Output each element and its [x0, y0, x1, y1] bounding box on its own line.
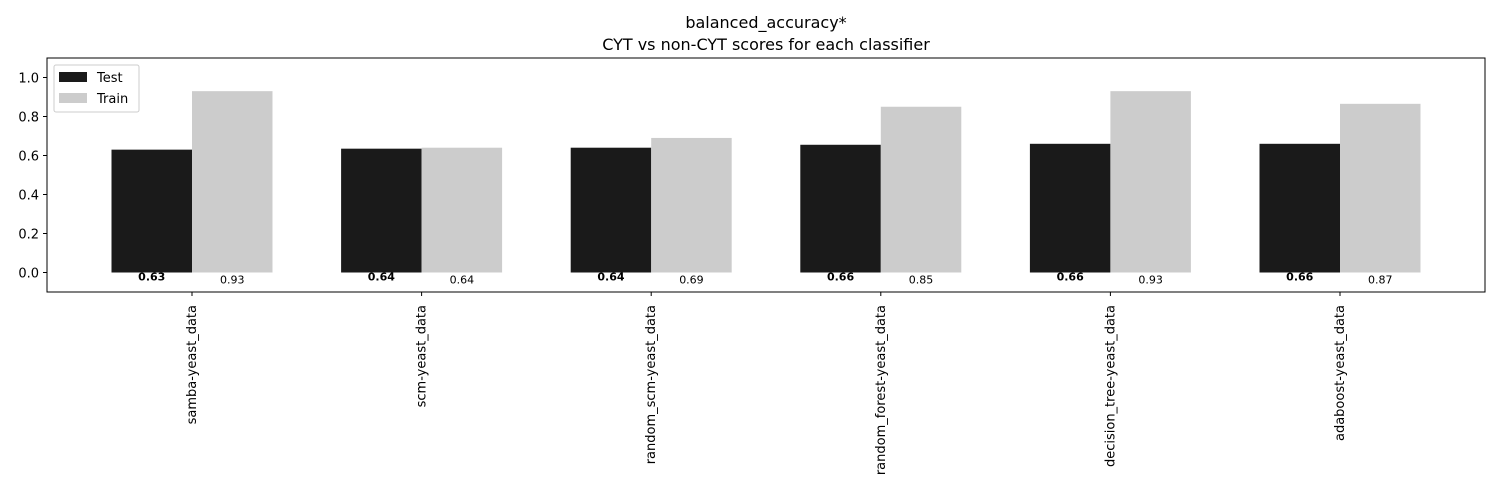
legend-label-test: Test [96, 71, 123, 86]
bar-test-4 [1029, 143, 1111, 273]
x-tick-label-3: random_forest-yeast_data [874, 305, 889, 475]
y-tick-label-4: 0.8 [18, 111, 39, 126]
value-label-train-5: 0.87 [1368, 274, 1393, 287]
value-label-train-0: 0.93 [220, 274, 245, 287]
value-label-test-2: 0.64 [597, 271, 624, 284]
bar-test-3 [800, 144, 881, 273]
value-label-train-1: 0.64 [450, 274, 475, 287]
bar-train-3 [880, 106, 962, 273]
x-tick-label-1: scm-yeast_data [415, 305, 430, 407]
y-tick-label-3: 0.6 [18, 150, 39, 165]
x-tick-label-5: adaboost-yeast_data [1333, 305, 1348, 441]
x-tick-label-0: samba-yeast_data [185, 305, 200, 424]
chart-subtitle: CYT vs non-CYT scores for each classifie… [602, 35, 930, 54]
bar-train-5 [1340, 103, 1421, 273]
bar-test-0 [111, 149, 192, 273]
value-label-test-0: 0.63 [138, 271, 165, 284]
legend-label-train: Train [96, 92, 128, 107]
bar-train-2 [651, 137, 732, 273]
bar-train-4 [1110, 91, 1191, 273]
value-label-test-1: 0.64 [368, 271, 395, 284]
bar-train-0 [192, 91, 273, 273]
value-label-train-2: 0.69 [679, 274, 704, 287]
y-axis: 0.0 0.2 0.4 0.6 0.8 1.0 [18, 72, 47, 282]
bar-train-1 [421, 147, 503, 273]
bar-test-2 [570, 147, 652, 273]
y-tick-label-1: 0.2 [18, 228, 39, 243]
legend-swatch-test [59, 72, 87, 82]
chart-title: balanced_accuracy* [685, 13, 846, 33]
y-tick-label-0: 0.0 [18, 267, 39, 282]
x-tick-label-4: decision_tree-yeast_data [1103, 305, 1118, 467]
bar-test-5 [1259, 143, 1340, 273]
x-axis: samba-yeast_data scm-yeast_data random_scm… [185, 292, 1348, 475]
value-label-test-5: 0.66 [1286, 271, 1313, 284]
y-tick-label-5: 1.0 [18, 72, 39, 87]
bar-test-1 [341, 148, 422, 273]
value-label-train-3: 0.85 [909, 274, 934, 287]
legend-swatch-train [59, 93, 87, 103]
value-label-train-4: 0.93 [1138, 274, 1163, 287]
value-label-test-3: 0.66 [827, 271, 854, 284]
x-tick-label-2: random_scm-yeast_data [644, 305, 659, 464]
value-label-test-4: 0.66 [1057, 271, 1084, 284]
legend: Test Train [53, 64, 140, 113]
plot-area-frame [46, 57, 1486, 293]
y-tick-label-2: 0.4 [18, 189, 39, 204]
bars-layer: 0.63 0.93 0.64 0.64 0.64 0.69 0.66 0.85 0.66 0.93… [111, 91, 1421, 287]
